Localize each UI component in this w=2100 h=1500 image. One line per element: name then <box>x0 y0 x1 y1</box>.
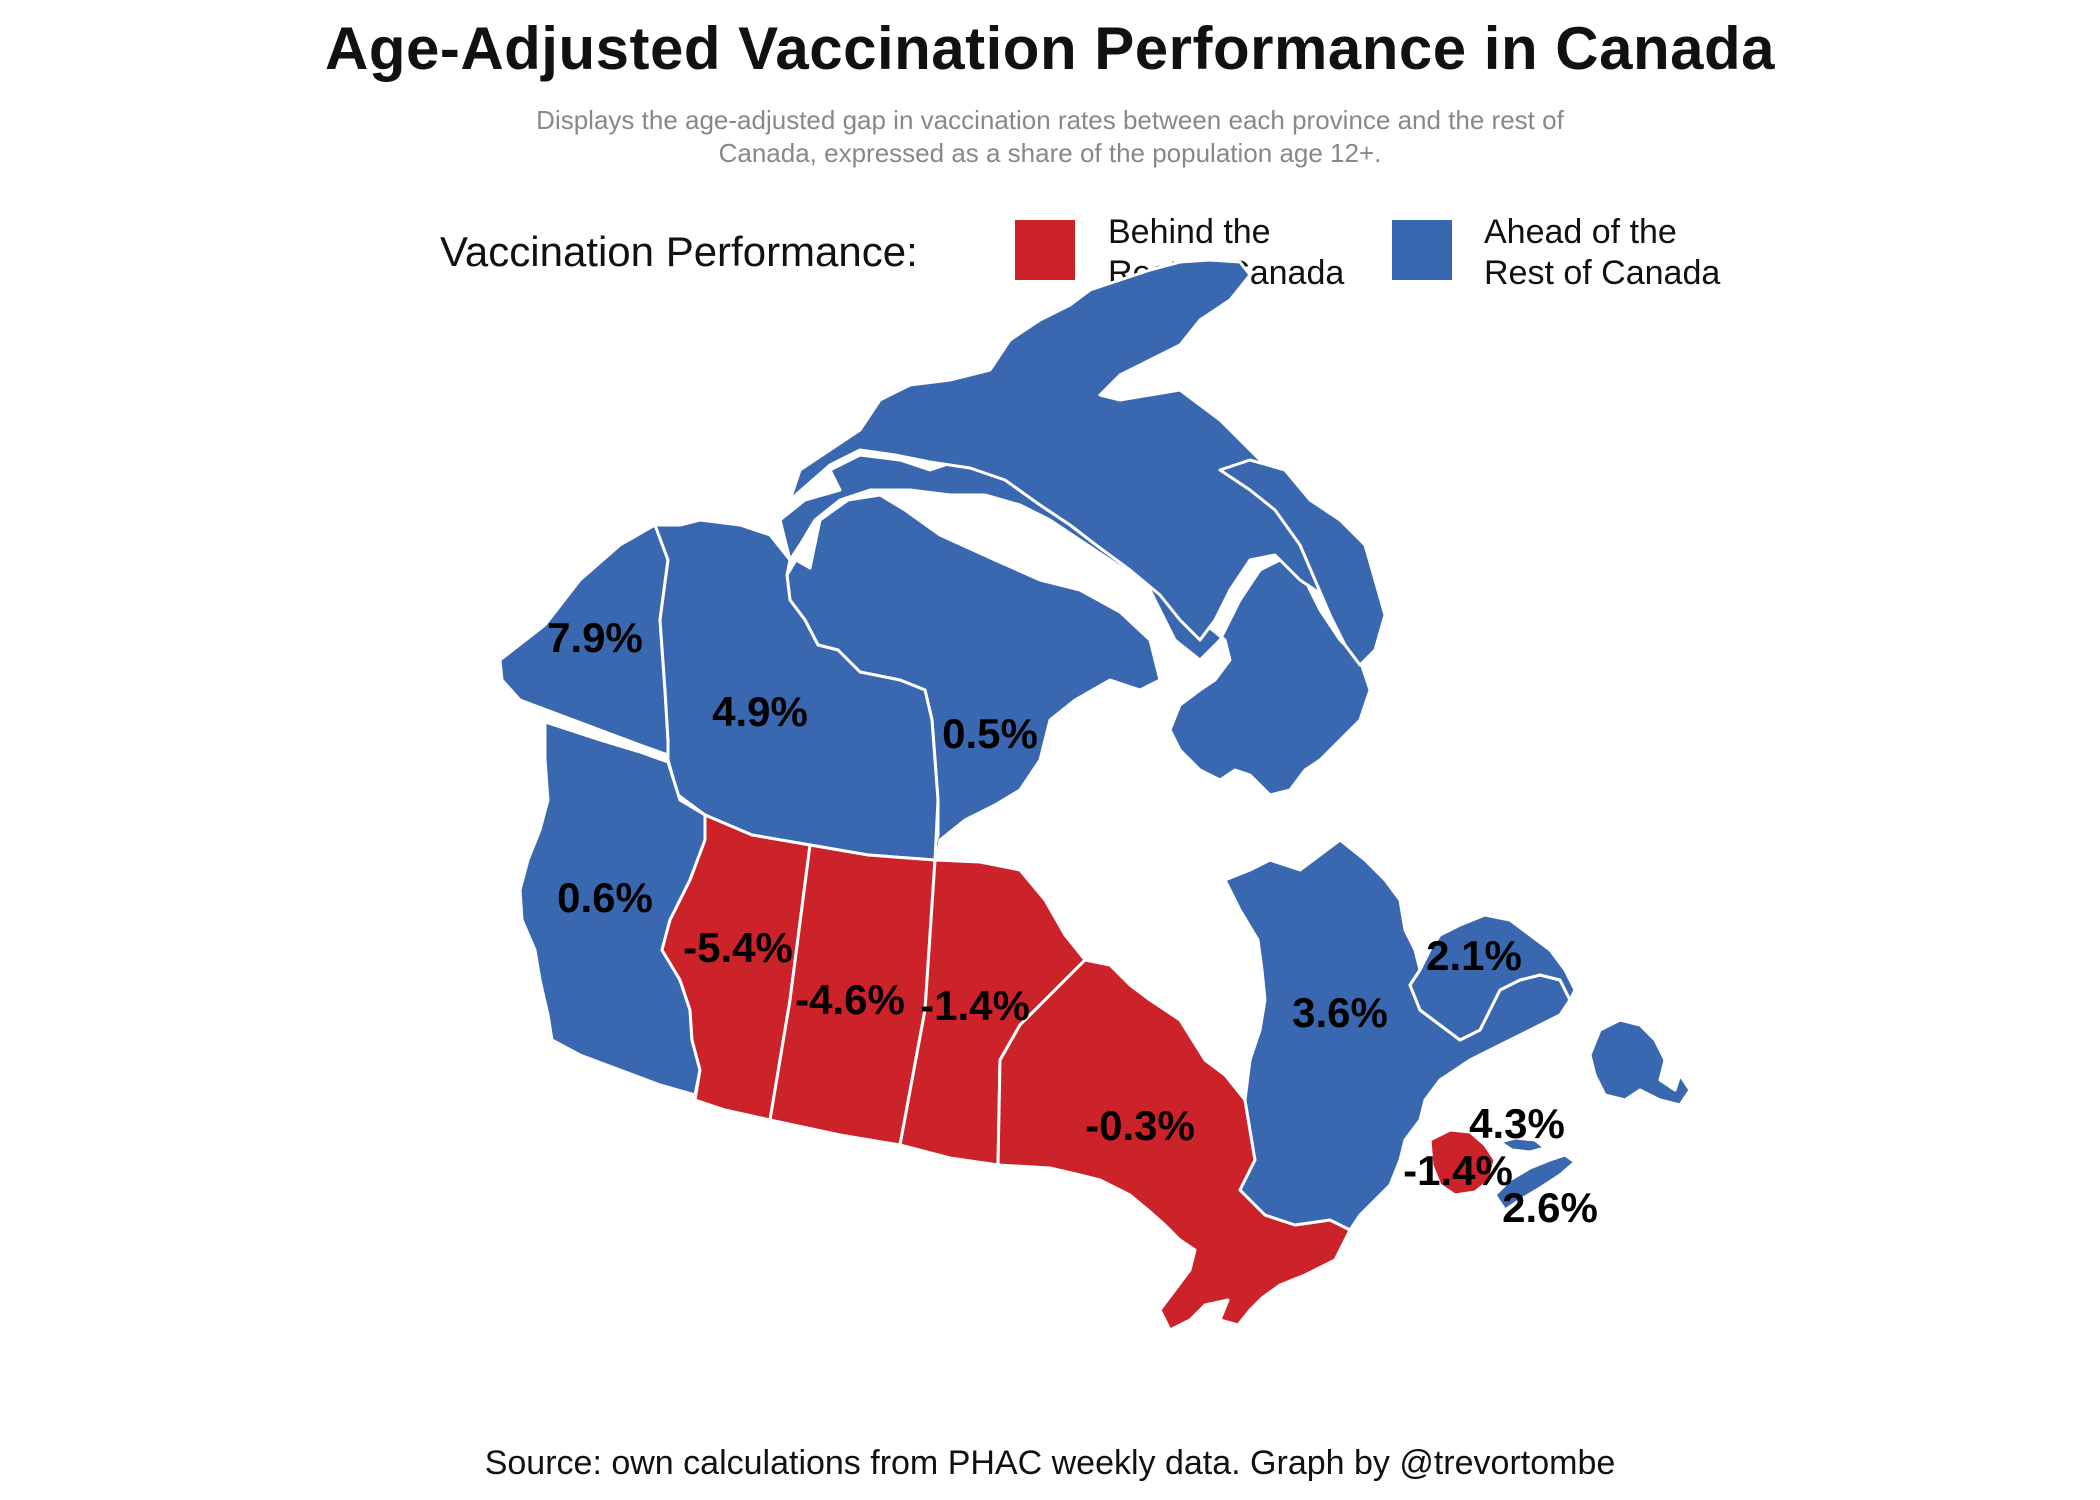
region-newfoundland <box>1588 1018 1692 1107</box>
label-ontario: -0.3% <box>1085 1102 1195 1149</box>
region-nova-scotia <box>1493 1153 1577 1212</box>
label-newfoundland-labrador: 2.1% <box>1426 932 1522 979</box>
label-yukon: 7.9% <box>547 614 643 661</box>
legend-title: Vaccination Performance: <box>440 228 918 275</box>
region-nunavut-high-arctic <box>788 258 1332 642</box>
region-prince-edward-island <box>1498 1136 1547 1154</box>
region-new-brunswick <box>1428 1128 1497 1197</box>
legend-label-ahead-line1: Ahead of the <box>1484 213 1677 251</box>
region-labrador <box>1408 913 1577 1042</box>
label-nunavut: 0.5% <box>942 710 1038 757</box>
label-quebec: 3.6% <box>1292 989 1388 1036</box>
label-saskatchewan: -4.6% <box>795 976 905 1023</box>
region-ontario <box>996 958 1352 1332</box>
label-northwest-territories: 4.9% <box>712 688 808 735</box>
legend-label-ahead-line2: Rest of Canada <box>1484 254 1721 292</box>
label-british-columbia: 0.6% <box>557 874 653 921</box>
label-prince-edward-island: 4.3% <box>1469 1100 1565 1147</box>
label-manitoba: -1.4% <box>920 982 1030 1029</box>
legend: Vaccination Performance: Behind the Rest… <box>0 212 2100 292</box>
page-title: Age-Adjusted Vaccination Performance in … <box>324 15 1776 82</box>
legend-label-behind-line1: Behind the <box>1108 213 1271 251</box>
subtitle-line-2: Canada, expressed as a share of the popu… <box>718 138 1382 168</box>
legend-swatch-behind <box>1012 217 1078 283</box>
label-nova-scotia: 2.6% <box>1502 1184 1598 1231</box>
legend-label-ahead: Ahead of the Rest of Canada <box>1484 212 1720 294</box>
label-alberta: -5.4% <box>683 924 793 971</box>
region-quebec <box>1223 838 1572 1232</box>
subtitle: Displays the age-adjusted gap in vaccina… <box>450 104 1650 170</box>
source-note: Source: own calculations from PHAC weekl… <box>484 1444 1616 1482</box>
region-northwest-territories <box>653 518 940 862</box>
label-new-brunswick: -1.4% <box>1403 1147 1513 1194</box>
region-nunavut-baffin <box>1218 458 1387 667</box>
subtitle-line-1: Displays the age-adjusted gap in vaccina… <box>536 105 1564 135</box>
legend-swatch-ahead <box>1389 217 1455 283</box>
